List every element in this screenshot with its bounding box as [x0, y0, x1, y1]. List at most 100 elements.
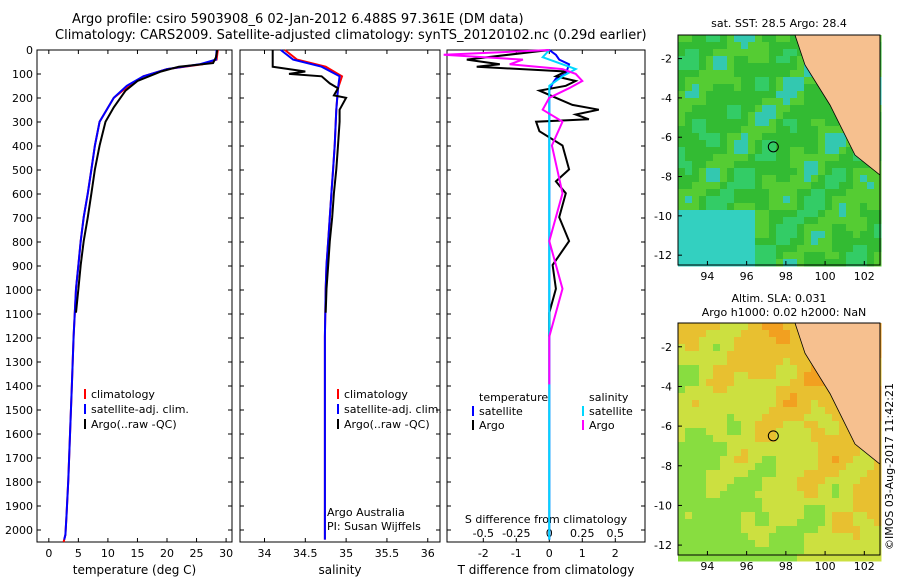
map-cell [713, 393, 721, 401]
map-cell [748, 498, 756, 506]
map-cell [720, 470, 728, 478]
map-cell [678, 49, 686, 57]
map-cell [818, 119, 826, 127]
x-tick-label: 0 [546, 547, 553, 560]
map-cell [692, 470, 700, 478]
map-cell [776, 259, 784, 267]
map-cell [706, 344, 714, 352]
map-cell [734, 189, 742, 197]
map-cell [692, 77, 700, 85]
map-cell [811, 98, 819, 106]
map-cell [678, 112, 686, 120]
map-cell [706, 477, 714, 485]
map-cell [832, 498, 840, 506]
map-cell [741, 358, 749, 366]
map-cell [762, 358, 770, 366]
map-cell [685, 519, 693, 527]
map-cell [783, 77, 791, 85]
map-cell [713, 400, 721, 408]
map-cell [783, 365, 791, 373]
map-cell [867, 498, 875, 506]
map-cell [741, 414, 749, 422]
map-cell [853, 189, 861, 197]
map-cell [804, 112, 812, 120]
map-cell [874, 484, 882, 492]
map-cell [804, 498, 812, 506]
map-cell [790, 245, 798, 253]
map-cell [699, 505, 707, 513]
lon-tick-label: 98 [779, 270, 793, 283]
map-cell [685, 217, 693, 225]
map-cell [755, 519, 763, 527]
series-line-satellite [63, 49, 218, 540]
map-cell [699, 323, 707, 331]
map-cell [846, 161, 854, 169]
map-cell [748, 35, 756, 43]
map-cell [685, 358, 693, 366]
map-cell [825, 259, 833, 267]
map-cell [755, 238, 763, 246]
map-cell [769, 379, 777, 387]
map-cell [797, 512, 805, 520]
profile-panel-3: -2 -1 0 1 2T difference from climatology-0.5… [443, 49, 646, 577]
map-cell [860, 175, 868, 183]
map-cell [699, 77, 707, 85]
map-cell [727, 442, 735, 450]
map-cell [825, 449, 833, 457]
x-axis-label: salinity [318, 563, 361, 577]
map-cell [776, 84, 784, 92]
map-cell [783, 133, 791, 141]
map-cell [706, 358, 714, 366]
map-cell [734, 126, 742, 134]
map-cell [839, 449, 847, 457]
map-cell [783, 252, 791, 260]
lat-tick-label: -4 [661, 92, 672, 105]
map-cell [699, 70, 707, 78]
map-cell [741, 105, 749, 113]
map-cell [832, 168, 840, 176]
map-cell [720, 428, 728, 436]
map-cell [790, 77, 798, 85]
map-cell [769, 84, 777, 92]
depth-tick-label: 1700 [5, 452, 33, 465]
map-cell [685, 147, 693, 155]
map-cell [762, 203, 770, 211]
map-cell [776, 77, 784, 85]
axes-frame [36, 49, 233, 543]
map-cell [846, 547, 854, 555]
map-cell [811, 477, 819, 485]
map-cell [692, 554, 700, 562]
map-cell [762, 105, 770, 113]
map-cell [818, 505, 826, 513]
map-cell [818, 379, 826, 387]
map-cell [734, 498, 742, 506]
map-cell [797, 533, 805, 541]
map-cell [692, 519, 700, 527]
map-cell [846, 477, 854, 485]
lat-tick-label: -6 [661, 420, 672, 433]
map-cell [839, 238, 847, 246]
map-cell [713, 245, 721, 253]
map-cell [818, 442, 826, 450]
map-cell [720, 449, 728, 457]
map-cell [790, 105, 798, 113]
map-cell [769, 554, 777, 562]
map-cell [685, 119, 693, 127]
map-cell [839, 168, 847, 176]
map-cell [825, 498, 833, 506]
map-cell [685, 84, 693, 92]
map-cell [776, 210, 784, 218]
map-cell [685, 56, 693, 64]
map-cell [727, 470, 735, 478]
map-cell [727, 196, 735, 204]
map-cell [755, 428, 763, 436]
map-cell [811, 428, 819, 436]
map-cell [734, 330, 742, 338]
map-cell [783, 407, 791, 415]
map-cell [790, 519, 798, 527]
map-cell [692, 252, 700, 260]
map-cell [846, 484, 854, 492]
map-cell [783, 203, 791, 211]
map-cell [853, 252, 861, 260]
map-cell [783, 182, 791, 190]
